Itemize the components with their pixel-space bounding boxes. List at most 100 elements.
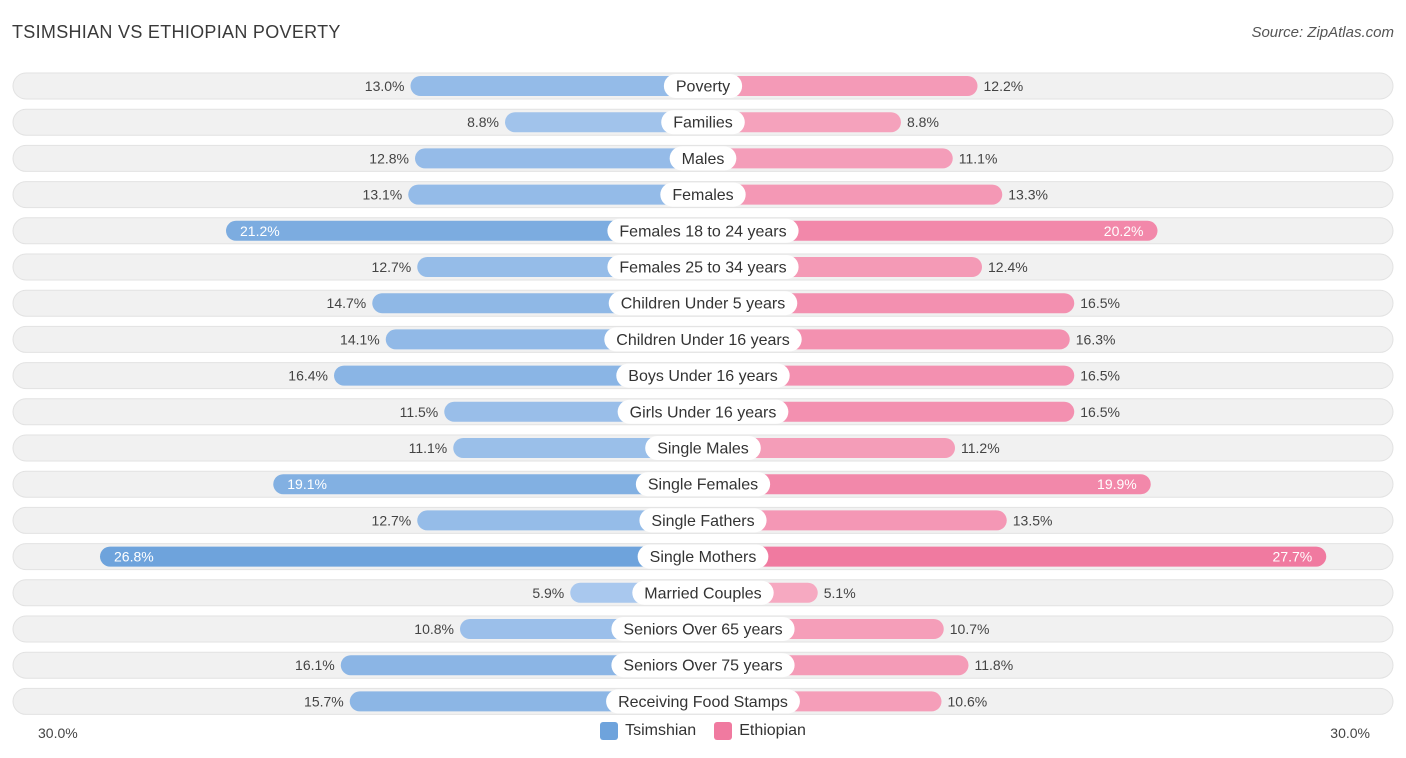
value-label-tsimshian: 26.8% bbox=[114, 549, 154, 565]
category-label: Boys Under 16 years bbox=[628, 368, 777, 385]
value-label-tsimshian: 13.1% bbox=[363, 187, 403, 203]
bar-row: 16.4% 16.5% Boys Under 16 years bbox=[12, 362, 1394, 390]
bar-ethiopian bbox=[693, 76, 978, 96]
category-pill bbox=[661, 110, 745, 135]
source-label[interactable]: Source: ZipAtlas.com bbox=[1251, 24, 1394, 41]
category-label: Girls Under 16 years bbox=[630, 404, 777, 421]
legend-item-tsimshian[interactable]: Tsimshian bbox=[600, 722, 696, 740]
value-label-ethiopian: 10.6% bbox=[948, 693, 988, 709]
category-pill bbox=[645, 436, 761, 460]
bar-row: 12.7% 12.4% Females 25 to 34 years bbox=[12, 253, 1394, 281]
category-pill bbox=[604, 327, 802, 352]
bar-row: 13.0% 12.2% Poverty bbox=[12, 72, 1394, 100]
bar-row: 26.8% 27.7% Single Mothers bbox=[12, 543, 1394, 571]
legend-item-ethiopian[interactable]: Ethiopian bbox=[714, 722, 806, 740]
value-label-tsimshian: 10.8% bbox=[414, 621, 454, 637]
value-label-tsimshian: 13.0% bbox=[365, 78, 405, 94]
category-pill bbox=[611, 617, 795, 641]
category-label: Seniors Over 65 years bbox=[623, 622, 782, 639]
bar-row: 11.1% 11.2% Single Males bbox=[12, 434, 1394, 462]
bar-tsimshian bbox=[226, 220, 713, 241]
bar-ethiopian bbox=[693, 184, 1003, 205]
bar-row: 14.1% 16.3% Children Under 16 years bbox=[12, 325, 1394, 353]
value-label-ethiopian: 27.7% bbox=[1273, 549, 1313, 565]
value-label-ethiopian: 13.5% bbox=[1013, 512, 1053, 528]
category-label: Females 25 to 34 years bbox=[619, 260, 786, 277]
bar-row: 8.8% 8.8% Families bbox=[12, 108, 1394, 136]
value-label-ethiopian: 16.5% bbox=[1080, 295, 1120, 311]
category-label: Children Under 16 years bbox=[616, 332, 789, 349]
value-label-ethiopian: 16.5% bbox=[1080, 404, 1120, 420]
value-label-tsimshian: 12.7% bbox=[372, 259, 412, 275]
value-label-ethiopian: 11.8% bbox=[975, 657, 1014, 673]
value-label-ethiopian: 12.4% bbox=[988, 259, 1028, 275]
value-label-ethiopian: 10.7% bbox=[950, 621, 990, 637]
category-pill bbox=[632, 580, 774, 605]
category-pill bbox=[617, 399, 789, 424]
bar-row: 15.7% 10.6% Receiving Food Stamps bbox=[12, 687, 1394, 715]
category-pill bbox=[611, 653, 795, 678]
value-label-tsimshian: 11.5% bbox=[400, 404, 439, 420]
category-pill bbox=[608, 291, 798, 316]
bar-row: 19.1% 19.9% Single Females bbox=[12, 470, 1394, 498]
chart-area: 13.0% 12.2% Poverty 8.8% 8.8% Families 12.8% 11… bbox=[12, 72, 1394, 715]
bar-row: 14.7% 16.5% Children Under 5 years bbox=[12, 289, 1394, 317]
category-pill bbox=[606, 689, 800, 714]
category-label: Males bbox=[682, 151, 725, 168]
legend-label-ethiopian: Ethiopian bbox=[739, 722, 806, 739]
category-label: Married Couples bbox=[644, 585, 761, 602]
category-pill bbox=[607, 218, 799, 243]
value-label-tsimshian: 19.1% bbox=[287, 476, 327, 492]
category-label: Single Mothers bbox=[650, 549, 757, 566]
category-label: Single Males bbox=[657, 441, 749, 458]
bar-tsimshian bbox=[408, 184, 713, 205]
value-label-ethiopian: 20.2% bbox=[1104, 223, 1144, 239]
bar-tsimshian bbox=[273, 474, 713, 495]
value-label-ethiopian: 16.5% bbox=[1080, 368, 1120, 384]
bar-tsimshian bbox=[417, 510, 713, 531]
category-pill bbox=[660, 182, 746, 207]
value-label-ethiopian: 16.3% bbox=[1076, 331, 1116, 347]
bar-row: 12.8% 11.1% Males bbox=[12, 144, 1394, 172]
category-pill bbox=[635, 472, 771, 497]
bar-tsimshian bbox=[505, 112, 713, 133]
bar-ethiopian bbox=[693, 546, 1327, 567]
value-label-ethiopian: 5.1% bbox=[824, 585, 856, 601]
value-label-tsimshian: 16.1% bbox=[295, 657, 335, 673]
bar-tsimshian bbox=[415, 148, 713, 169]
category-pill bbox=[616, 363, 790, 388]
bar-row: 13.1% 13.3% Females bbox=[12, 181, 1394, 209]
bar-ethiopian bbox=[693, 220, 1158, 241]
bar-row: 21.2% 20.2% Females 18 to 24 years bbox=[12, 217, 1394, 245]
legend-swatch-tsimshian bbox=[600, 722, 619, 740]
value-label-tsimshian: 15.7% bbox=[304, 693, 344, 709]
bar-row: 10.8% 10.7% Seniors Over 65 years bbox=[12, 615, 1394, 643]
bar-ethiopian bbox=[693, 401, 1075, 422]
category-pill bbox=[637, 544, 769, 569]
value-label-tsimshian: 5.9% bbox=[532, 585, 564, 601]
category-label: Receiving Food Stamps bbox=[618, 694, 788, 711]
chart-title: TSIMSHIAN VS ETHIOPIAN POVERTY bbox=[12, 22, 341, 42]
category-label: Females 18 to 24 years bbox=[619, 223, 786, 240]
value-label-ethiopian: 12.2% bbox=[984, 78, 1024, 94]
category-label: Poverty bbox=[676, 79, 730, 96]
category-label: Families bbox=[673, 115, 733, 132]
category-label: Single Fathers bbox=[651, 513, 754, 530]
axis-left-label: 30.0% bbox=[38, 725, 78, 741]
axis-right-label: 30.0% bbox=[1330, 725, 1370, 741]
category-label: Females bbox=[672, 187, 733, 204]
bar-row: 11.5% 16.5% Girls Under 16 years bbox=[12, 398, 1394, 426]
value-label-ethiopian: 11.1% bbox=[959, 150, 998, 166]
category-label: Single Females bbox=[648, 477, 758, 494]
value-label-tsimshian: 11.1% bbox=[409, 440, 448, 456]
bar-row: 16.1% 11.8% Seniors Over 75 years bbox=[12, 651, 1394, 679]
value-label-tsimshian: 12.8% bbox=[369, 150, 409, 166]
value-label-tsimshian: 14.7% bbox=[327, 295, 367, 311]
value-label-tsimshian: 14.1% bbox=[340, 331, 380, 347]
bar-row: 12.7% 13.5% Single Fathers bbox=[12, 506, 1394, 534]
bar-tsimshian bbox=[410, 76, 713, 96]
bar-row: 5.9% 5.1% Married Couples bbox=[12, 579, 1394, 607]
legend-label-tsimshian: Tsimshian bbox=[625, 722, 697, 739]
bar-tsimshian bbox=[100, 546, 713, 567]
value-label-tsimshian: 21.2% bbox=[240, 223, 280, 239]
